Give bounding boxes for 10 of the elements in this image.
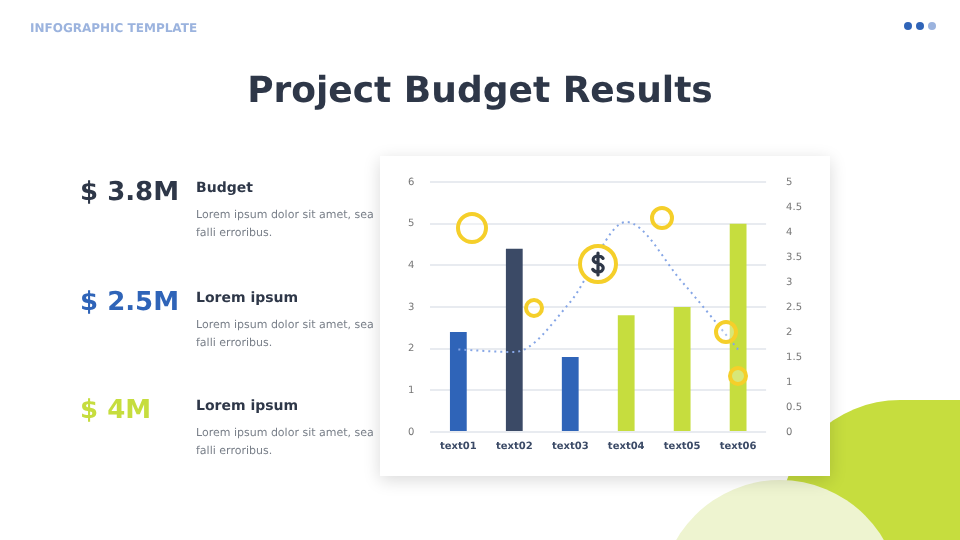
bar (449, 332, 467, 431)
line-series (457, 221, 740, 353)
text: $ 4M (80, 396, 152, 426)
text: $ 3.8M (80, 178, 180, 208)
bar (505, 248, 523, 431)
text: $ 2.5M (80, 288, 180, 318)
bar (561, 357, 579, 431)
bar (617, 315, 635, 431)
bar (673, 307, 691, 431)
chart-title: Project Budget Results (245, 70, 715, 112)
